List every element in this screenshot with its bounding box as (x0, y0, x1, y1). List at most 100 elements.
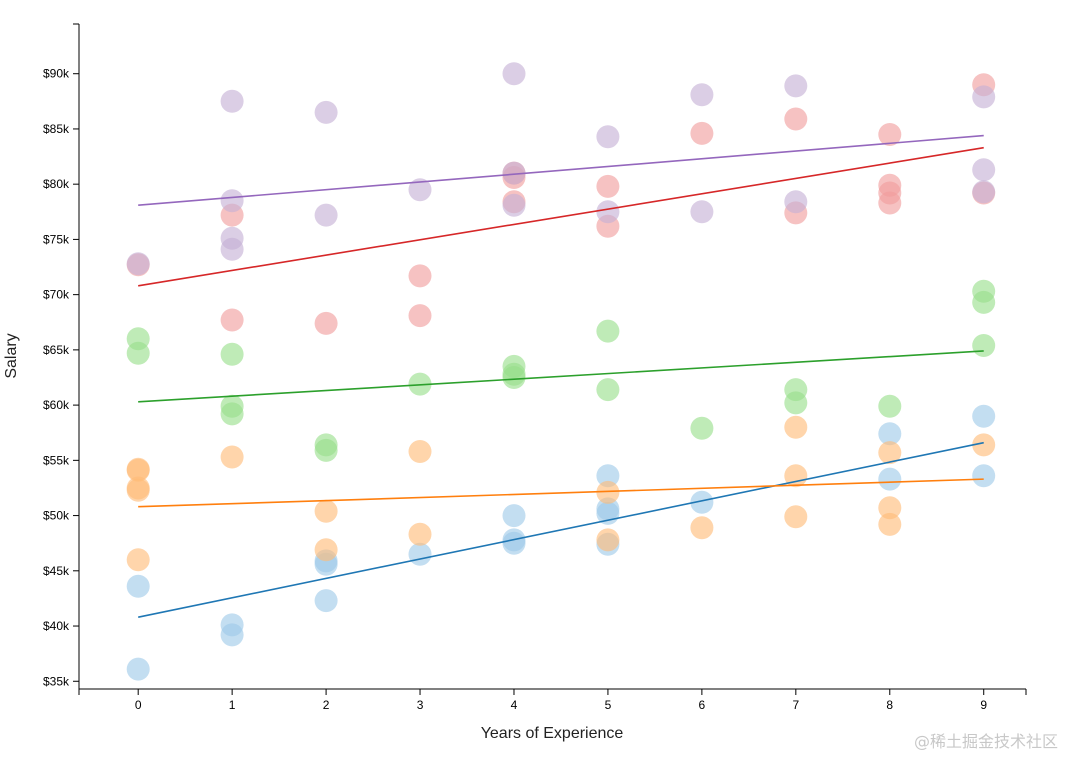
x-tick-label-3: 3 (417, 698, 424, 712)
data-point-green-15 (784, 391, 808, 415)
data-point-blue-10 (502, 531, 526, 555)
x-tick-label-7: 7 (792, 698, 799, 712)
data-point-orange-14 (784, 464, 808, 488)
data-point-orange-1 (126, 458, 150, 482)
trendlines-layer (138, 134, 984, 618)
data-point-blue-16 (878, 422, 902, 446)
y-tick-label-90000: $90k (43, 67, 70, 81)
data-point-green-18 (972, 290, 996, 314)
data-point-purple-8 (502, 62, 526, 86)
data-point-purple-2 (220, 189, 244, 213)
data-point-green-12 (596, 378, 620, 402)
y-tick-label-35000: $35k (43, 674, 70, 688)
data-point-orange-16 (878, 441, 902, 465)
x-tick-label-6: 6 (699, 698, 706, 712)
data-point-orange-7 (314, 538, 338, 562)
data-point-purple-12 (596, 200, 620, 224)
data-point-purple-5 (314, 100, 338, 124)
data-point-green-19 (972, 334, 996, 357)
y-tick-label-55000: $55k (43, 453, 70, 467)
data-point-purple-6 (314, 203, 338, 227)
data-point-blue-19 (972, 464, 996, 488)
x-tick-label-9: 9 (980, 698, 987, 712)
data-point-orange-3 (126, 478, 150, 502)
data-point-purple-4 (220, 237, 244, 261)
data-point-blue-17 (878, 467, 902, 491)
data-point-red-12 (784, 107, 808, 131)
data-point-green-16 (878, 394, 902, 418)
data-point-purple-10 (502, 193, 526, 217)
data-point-green-2 (220, 342, 244, 366)
data-point-purple-16 (784, 190, 808, 214)
trendline-blue (138, 441, 984, 618)
y-tick-label-80000: $80k (43, 177, 70, 191)
data-point-red-2 (220, 308, 244, 332)
data-point-purple-15 (784, 74, 808, 98)
data-point-purple-9 (502, 161, 526, 185)
data-point-purple-0 (126, 252, 150, 276)
y-tick-label-40000: $40k (43, 619, 70, 633)
y-tick-label-85000: $85k (43, 122, 70, 136)
y-tick-label-70000: $70k (43, 288, 70, 302)
data-point-purple-11 (596, 125, 620, 149)
y-axis-title: Salary (3, 333, 20, 378)
data-point-orange-18 (878, 512, 902, 536)
data-point-red-14 (878, 123, 902, 146)
data-point-blue-0 (126, 574, 150, 598)
watermark: @稀土掘金技术社区 (913, 732, 1058, 751)
data-point-orange-15 (784, 505, 808, 529)
x-axis-title: Years of Experience (481, 725, 624, 742)
data-point-orange-9 (408, 522, 432, 546)
data-point-green-4 (220, 402, 244, 426)
x-tick-label-5: 5 (605, 698, 612, 712)
data-point-red-3 (314, 311, 338, 335)
data-point-purple-17 (972, 85, 996, 109)
data-point-orange-8 (408, 440, 432, 463)
points-layer (126, 62, 996, 681)
axes-layer: 0 1 2 3 4 5 6 7 8 9 $35k $40k $45k $50k $55k $60k $65k $7… (43, 23, 1027, 712)
trendline-purple (138, 134, 984, 206)
y-tick-label-60000: $60k (43, 398, 70, 412)
data-point-orange-10 (596, 480, 620, 504)
x-tick-label-2: 2 (323, 698, 330, 712)
data-point-blue-15 (690, 490, 714, 514)
y-tick-label-65000: $65k (43, 343, 70, 357)
data-point-red-4 (408, 264, 432, 288)
x-tick-label-0: 0 (135, 698, 142, 712)
data-point-orange-13 (784, 415, 808, 439)
data-point-green-11 (596, 319, 620, 343)
data-point-orange-17 (878, 496, 902, 520)
data-point-orange-5 (220, 445, 244, 469)
data-point-purple-1 (220, 89, 244, 113)
x-tick-label-1: 1 (229, 698, 236, 712)
data-point-orange-6 (314, 499, 338, 523)
y-tick-label-45000: $45k (43, 564, 70, 578)
data-point-orange-4 (126, 548, 150, 572)
data-point-red-5 (408, 304, 432, 328)
y-tick-label-50000: $50k (43, 509, 70, 523)
data-point-purple-18 (972, 158, 996, 182)
data-point-red-17 (878, 191, 902, 215)
data-point-purple-13 (690, 83, 714, 107)
trendline-green (138, 350, 984, 403)
data-point-green-1 (126, 341, 150, 365)
data-point-red-9 (596, 174, 620, 198)
data-point-blue-1 (126, 657, 150, 681)
data-point-orange-11 (596, 528, 620, 552)
data-point-red-11 (690, 121, 714, 145)
data-point-green-6 (314, 438, 338, 462)
data-point-blue-3 (220, 623, 244, 647)
data-point-orange-12 (690, 516, 714, 540)
trendline-orange (138, 478, 984, 508)
data-point-orange-19 (972, 433, 996, 457)
x-tick-label-8: 8 (886, 698, 893, 712)
trendline-red (138, 146, 984, 287)
y-tick-label-75000: $75k (43, 232, 70, 246)
data-point-blue-18 (972, 404, 996, 428)
data-point-blue-11 (596, 464, 620, 488)
data-point-blue-8 (502, 504, 526, 528)
data-point-green-13 (690, 416, 714, 440)
data-point-purple-19 (972, 180, 996, 204)
data-point-blue-7 (408, 542, 432, 566)
